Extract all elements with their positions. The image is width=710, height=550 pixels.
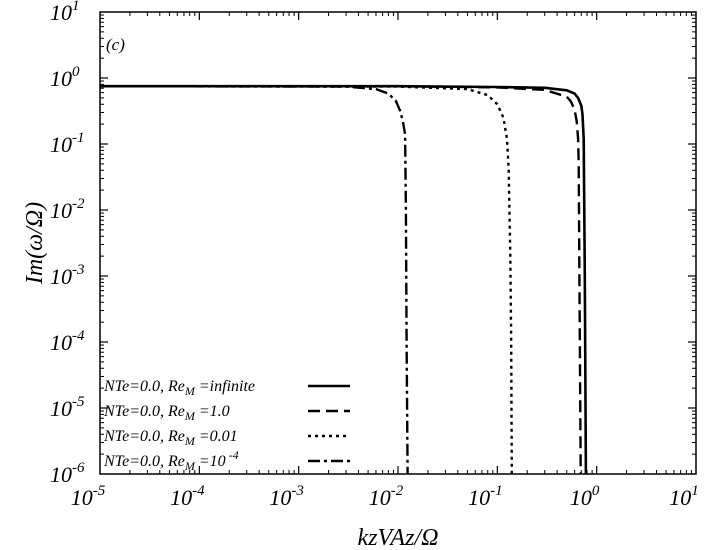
panel-label: (c) (106, 35, 125, 54)
x-tick-label: 10-3 (269, 483, 304, 510)
x-tick-labels: 10-5 10-4 10-3 10-2 10-1 100 101 (71, 483, 699, 510)
y-tick-label: 100 (50, 64, 80, 91)
series-line-4 (99, 84, 409, 475)
y-tick-label: 10-2 (50, 196, 85, 223)
x-tick-label: 10-5 (71, 483, 106, 510)
y-axis-title: Im(ω/Ω) (22, 202, 48, 285)
x-tick-label: 100 (570, 483, 600, 510)
y-tick-label: 10-3 (50, 262, 85, 289)
x-axis-title: kzVAz/Ω (358, 525, 439, 550)
series-line-3 (99, 84, 513, 475)
series-lines (99, 84, 588, 475)
axis-ticks (100, 12, 696, 474)
x-tick-label: 10-4 (170, 483, 205, 510)
y-tick-label: 10-6 (50, 460, 85, 487)
legend-label: NTe=0.0, ReM =1.0 (103, 403, 230, 423)
legend-label: NTe=0.0, ReM =10 -4 (103, 448, 239, 473)
x-tick-label: 10-1 (468, 483, 503, 510)
y-tick-labels: 10-6 10-5 10-4 10-3 10-2 10-1 100 101 (50, 0, 85, 487)
legend-label: NTe=0.0, ReM =0.01 (103, 428, 238, 448)
y-tick-label: 10-5 (50, 394, 85, 421)
legend-label: NTe=0.0, ReM =infinite (103, 378, 255, 398)
y-tick-label: 101 (50, 0, 80, 25)
y-tick-label: 10-1 (50, 130, 85, 157)
x-tick-label: 101 (669, 483, 699, 510)
x-tick-label: 10-2 (369, 483, 404, 510)
y-tick-label: 10-4 (50, 328, 85, 355)
series-line-2 (100, 84, 582, 475)
legend: NTe=0.0, ReM =infinite NTe=0.0, ReM =1.0 N… (103, 378, 350, 473)
plot-frame (99, 11, 697, 475)
